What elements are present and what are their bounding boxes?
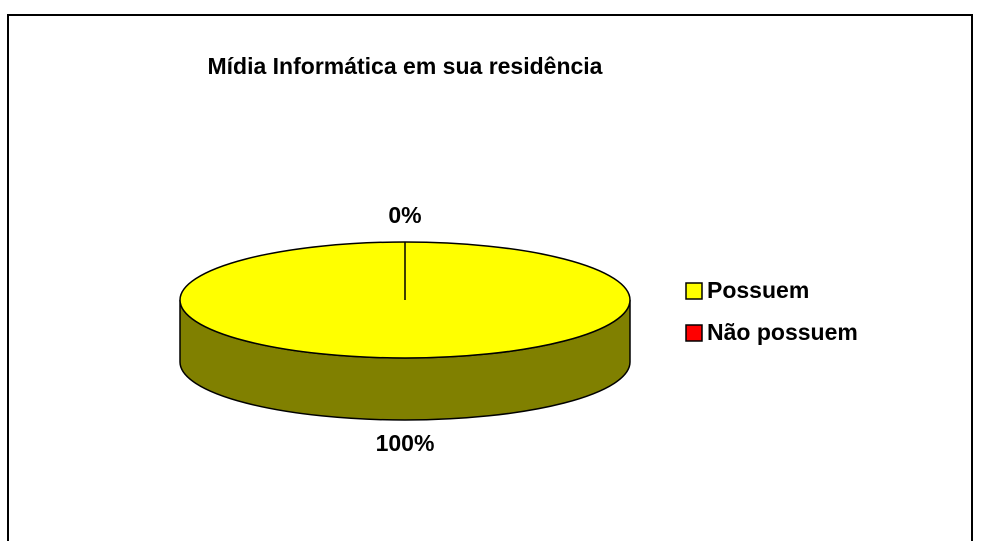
data-label: 0% — [388, 202, 421, 228]
legend-swatch — [685, 282, 703, 300]
legend-swatch — [685, 324, 703, 342]
chart-title: Mídia Informática em sua residência — [208, 53, 603, 79]
legend-label: Possuem — [707, 277, 809, 303]
legend-label: Não possuem — [707, 319, 858, 345]
data-label: 100% — [376, 430, 435, 456]
